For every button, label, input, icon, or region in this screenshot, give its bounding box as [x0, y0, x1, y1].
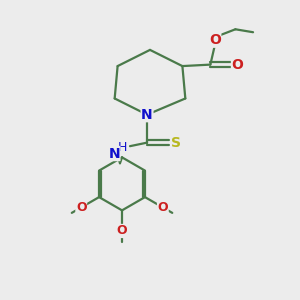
Text: N: N	[141, 108, 153, 122]
Text: S: S	[171, 136, 181, 150]
Text: H: H	[118, 141, 128, 154]
Text: O: O	[117, 224, 127, 238]
Text: O: O	[158, 201, 168, 214]
Text: N: N	[108, 146, 120, 161]
Text: O: O	[232, 58, 243, 72]
Text: O: O	[76, 201, 86, 214]
Text: O: O	[209, 33, 221, 47]
